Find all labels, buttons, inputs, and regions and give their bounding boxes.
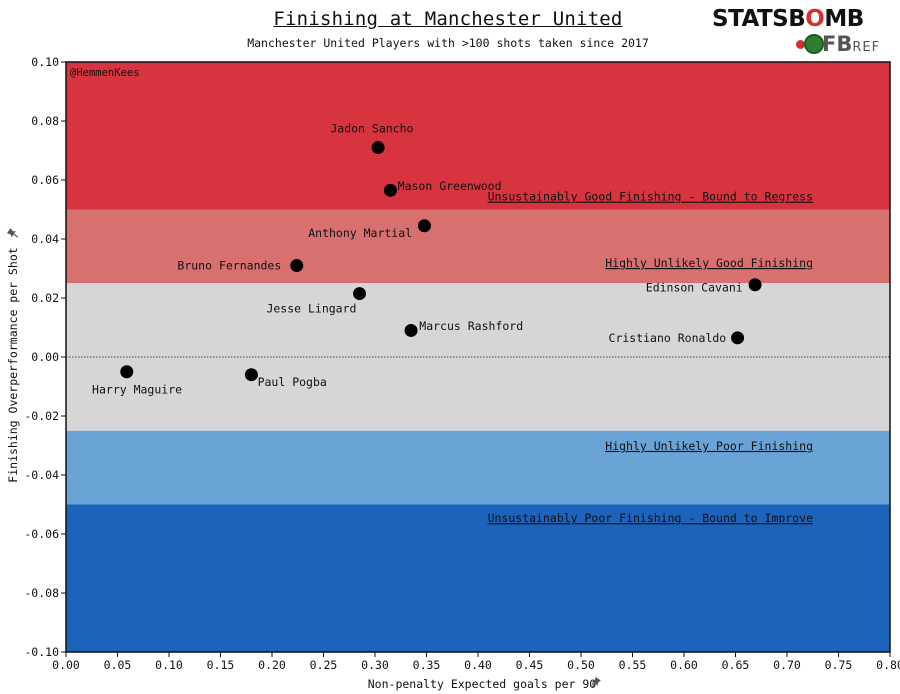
pin-icon <box>7 228 19 238</box>
point-label-edinson-cavani: Edinson Cavani <box>646 281 743 295</box>
band-label-highly-unlikely-poor-finishing: Highly Unlikely Poor Finishing <box>605 439 813 453</box>
y-tick-label: -0.10 <box>24 645 59 659</box>
x-tick-label: 0.40 <box>464 658 492 672</box>
band-group <box>66 62 890 652</box>
point-label-group: Jadon Sancho Mason Greenwood Anthony Marti… <box>92 121 743 396</box>
x-tick-label: 0.05 <box>104 658 132 672</box>
y-tick-label: 0.04 <box>31 232 59 246</box>
point-jesse-lingard <box>353 287 367 301</box>
point-label-bruno-fernandes: Bruno Fernandes <box>177 259 281 273</box>
y-tick-label: 0.08 <box>31 114 59 128</box>
y-axis: -0.10 -0.08 -0.06 -0.04 -0.02 0.00 0.02 0.04 0.0… <box>24 55 66 659</box>
point-anthony-martial <box>417 219 431 233</box>
point-label-paul-pogba: Paul Pogba <box>258 375 327 389</box>
point-label-anthony-martial: Anthony Martial <box>308 226 412 240</box>
statsbomb-wordmark: STATSBOMB <box>712 6 864 32</box>
point-marcus-rashford <box>404 323 418 337</box>
point-edinson-cavani <box>748 278 762 292</box>
y-tick-label: -0.08 <box>24 586 59 600</box>
x-tick-label: 0.55 <box>619 658 647 672</box>
x-tick-label: 0.60 <box>670 658 698 672</box>
y-tick-label: -0.04 <box>24 468 59 482</box>
point-label-jadon-sancho: Jadon Sancho <box>330 121 413 135</box>
y-tick-label: 0.06 <box>31 173 59 187</box>
point-label-jesse-lingard: Jesse Lingard <box>266 301 356 315</box>
x-tick-label: 0.75 <box>825 658 853 672</box>
band-4 <box>66 504 890 652</box>
point-label-cristiano-ronaldo: Cristiano Ronaldo <box>609 331 727 345</box>
x-tick-label: 0.50 <box>567 658 595 672</box>
point-group <box>120 141 762 382</box>
point-label-mason-greenwood: Mason Greenwood <box>398 179 502 193</box>
band-0 <box>66 62 890 210</box>
band-label-group: Unsustainably Good Finishing - Bound to … <box>488 190 813 526</box>
x-tick-label: 0.20 <box>258 658 286 672</box>
band-1 <box>66 209 890 284</box>
football-icon <box>804 34 824 54</box>
x-axis: 0.00 0.05 0.10 0.15 0.20 0.25 0.30 0.35 0.40 0.45… <box>52 652 900 672</box>
x-tick-label: 0.65 <box>722 658 750 672</box>
band-3 <box>66 430 890 505</box>
y-tick-label: 0.10 <box>31 55 59 69</box>
point-harry-maguire <box>120 365 134 379</box>
point-label-harry-maguire: Harry Maguire <box>92 382 182 396</box>
band-label-highly-unlikely-good-finishing: Highly Unlikely Good Finishing <box>605 256 813 270</box>
x-tick-label: 0.30 <box>361 658 389 672</box>
y-tick-label: 0.02 <box>31 291 59 305</box>
x-tick-label: 0.10 <box>155 658 183 672</box>
statsbomb-fbref-logo: STATSBOMB FBREF <box>710 6 890 56</box>
x-tick-label: 0.35 <box>413 658 441 672</box>
pin-needle <box>591 683 596 689</box>
point-jadon-sancho <box>371 141 385 155</box>
band-label-unsustainably-poor-finishing-bound-to-improve: Unsustainably Poor Finishing - Bound to … <box>488 511 813 525</box>
pin-head <box>591 677 601 686</box>
y-tick-label: -0.06 <box>24 527 59 541</box>
point-bruno-fernandes <box>290 259 304 273</box>
pin-head <box>7 228 16 238</box>
point-mason-greenwood <box>383 183 397 197</box>
pin-needle <box>13 233 19 238</box>
point-cristiano-ronaldo <box>731 331 745 345</box>
chart-title: Finishing at Manchester United <box>273 8 623 30</box>
x-tick-label: 0.70 <box>773 658 801 672</box>
y-axis-title: Finishing Overperformance per Shot <box>6 247 20 482</box>
x-tick-label: 0.25 <box>310 658 338 672</box>
x-tick-label: 0.15 <box>207 658 235 672</box>
x-tick-label: 0.80 <box>876 658 900 672</box>
point-paul-pogba <box>244 368 258 382</box>
x-tick-label: 0.45 <box>516 658 544 672</box>
pin-icon <box>591 677 601 689</box>
credit-label: @HemmenKees <box>70 67 140 79</box>
band-label-unsustainably-good-finishing-bound-to-regress: Unsustainably Good Finishing - Bound to … <box>488 190 813 204</box>
y-tick-label: 0.00 <box>31 350 59 364</box>
x-axis-title: Non-penalty Expected goals per 90 <box>368 677 597 691</box>
y-tick-label: -0.02 <box>24 409 59 423</box>
fbref-wordmark: FBREF <box>822 32 881 56</box>
point-label-marcus-rashford: Marcus Rashford <box>419 319 523 333</box>
chart-subtitle: Manchester United Players with >100 shot… <box>247 36 649 50</box>
logo-dot-icon <box>796 40 805 49</box>
x-tick-label: 0.00 <box>52 658 80 672</box>
